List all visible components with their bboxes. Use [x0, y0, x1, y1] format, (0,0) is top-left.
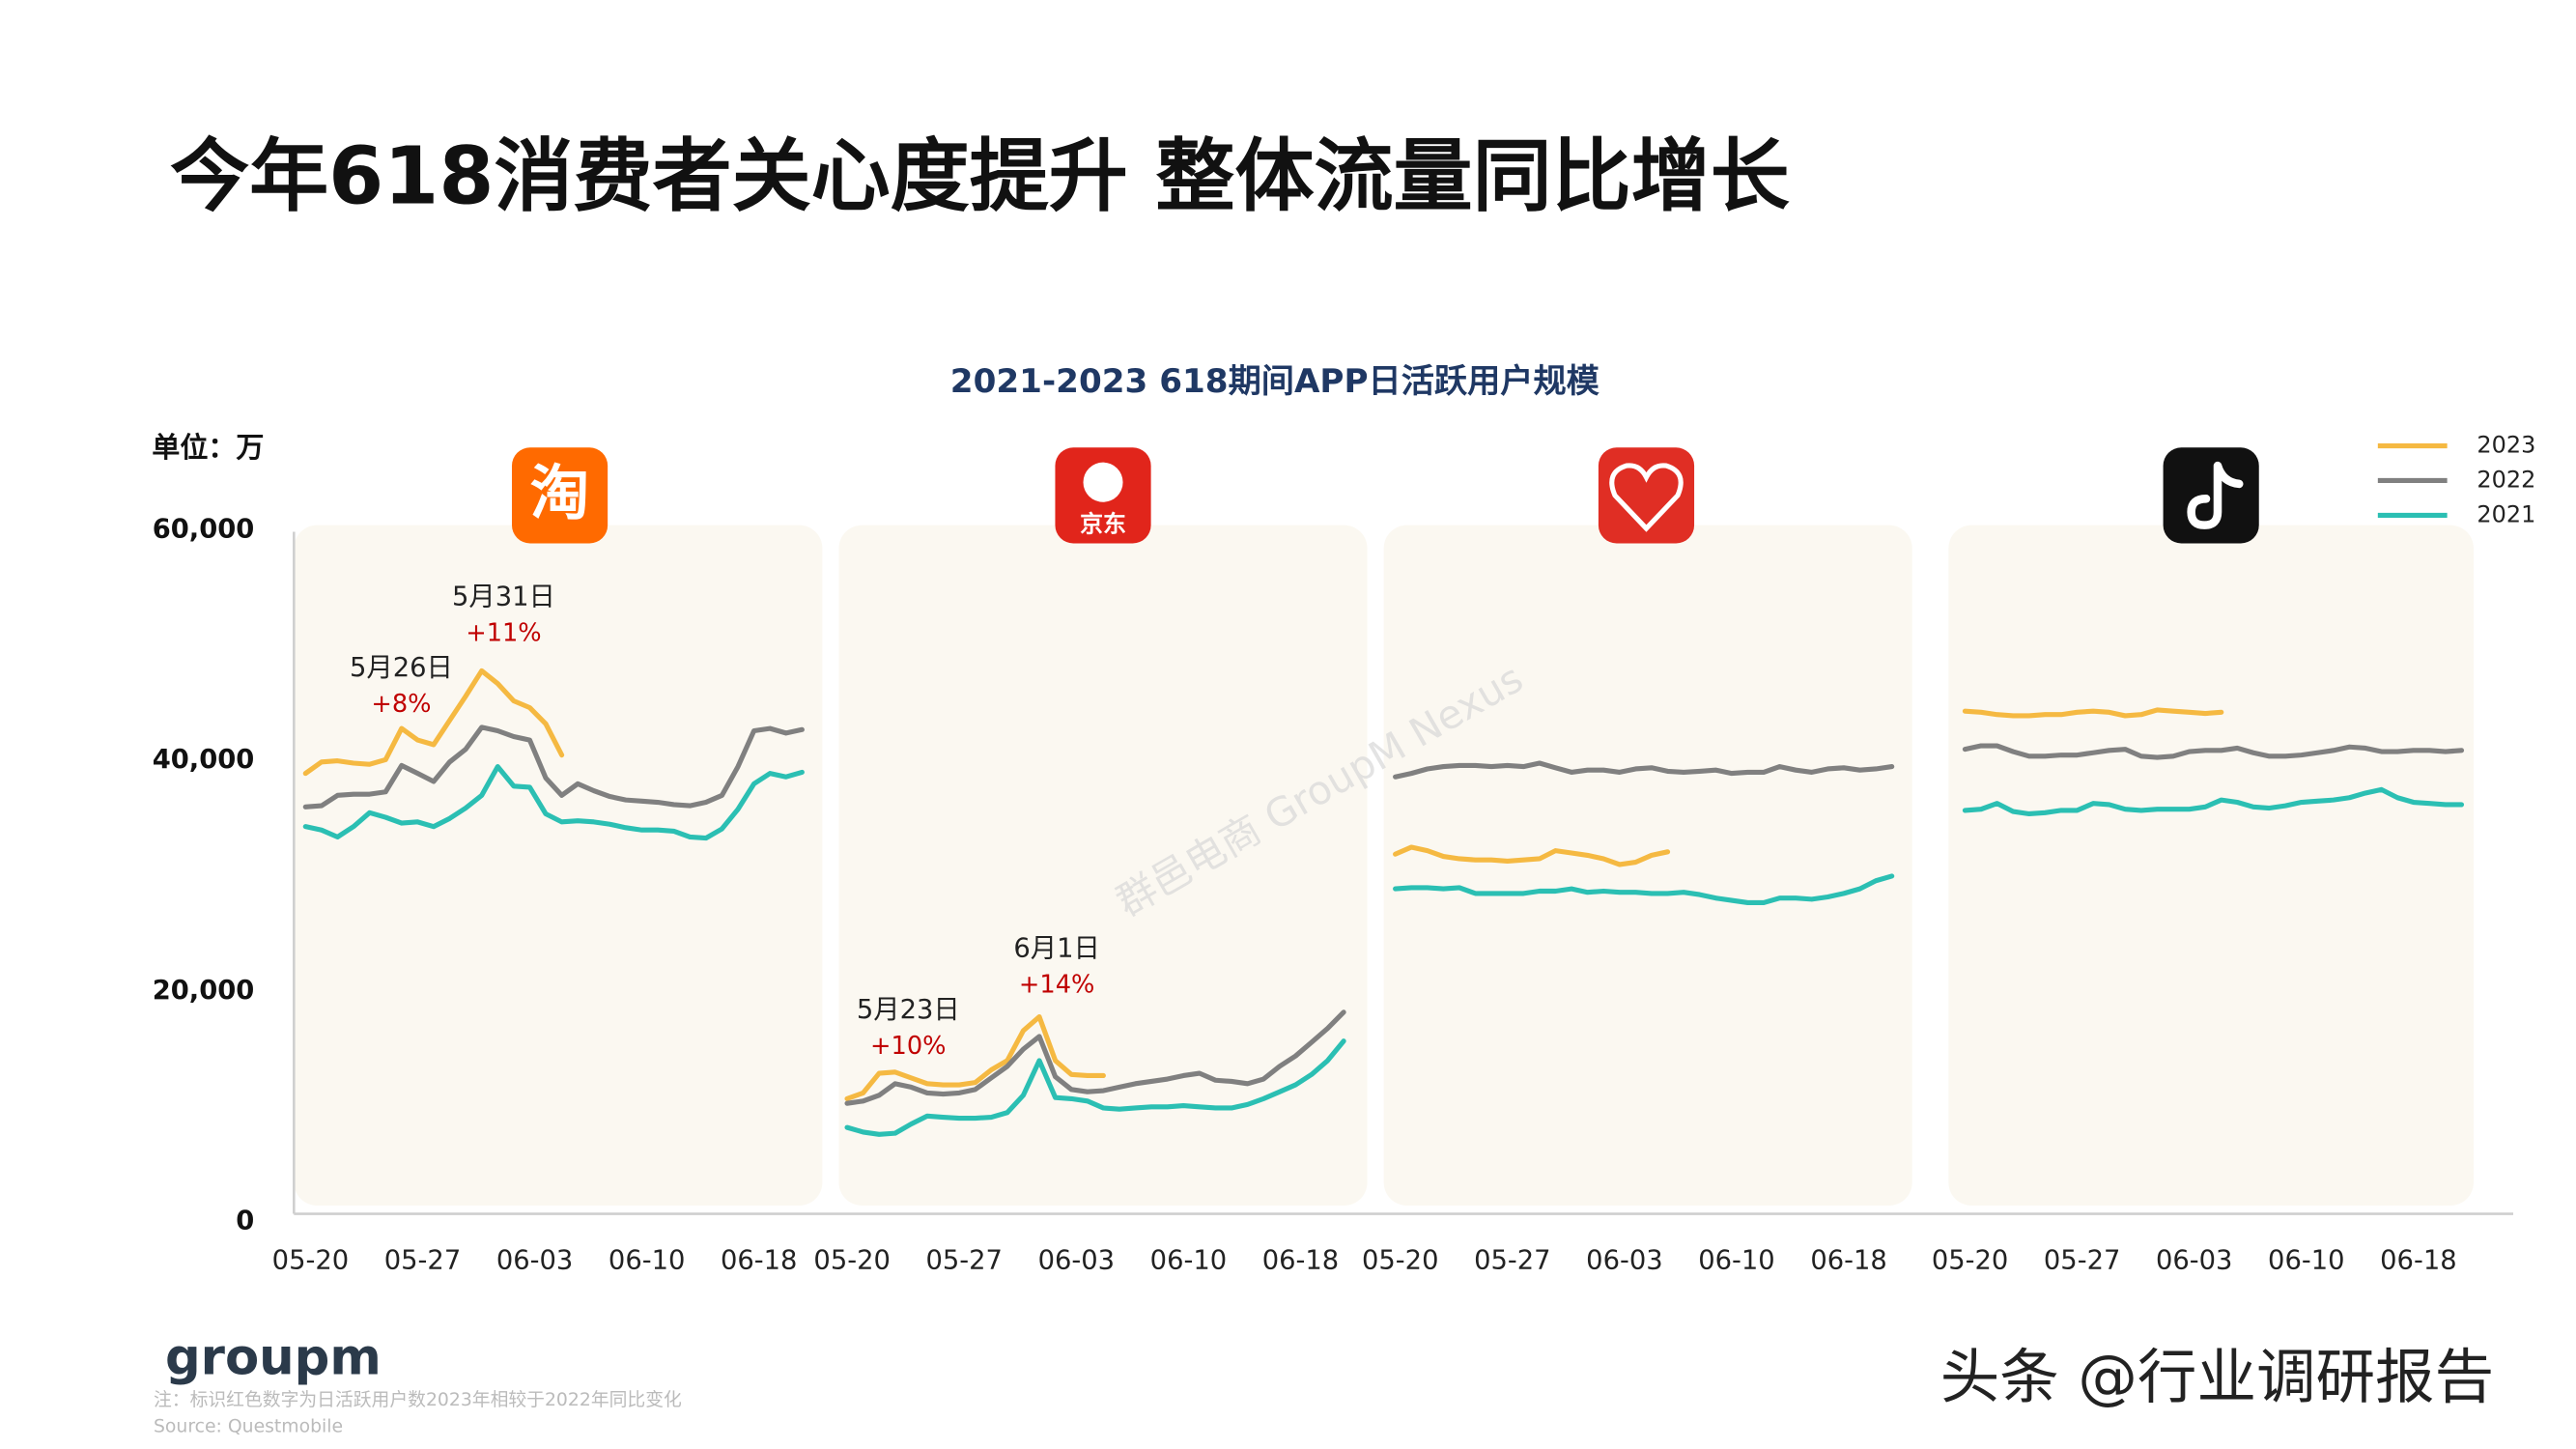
y-tick-label: 20,000 [153, 976, 255, 1006]
x-tick-label: 05-27 [384, 1246, 461, 1276]
panel-bg [1948, 525, 2474, 1207]
watermark: 头条 @行业调研报告 [1940, 1342, 2494, 1411]
icon-shape [1083, 462, 1123, 502]
x-tick-label: 06-10 [1698, 1246, 1774, 1276]
icon-text: 淘 [530, 459, 590, 528]
annotation-change: +11% [466, 618, 541, 647]
footnote: 注：标识红色数字为日活跃用户数2023年相较于2022年同比变化 [154, 1389, 682, 1410]
y-tick-label: 40,000 [153, 745, 255, 775]
y-tick-label: 60,000 [153, 514, 255, 544]
x-tick-label: 05-20 [1362, 1246, 1438, 1276]
x-tick-label: 05-20 [272, 1246, 349, 1276]
page-title: 今年618消费者关心度提升 整体流量同比增长 [170, 131, 1790, 223]
icon-shape [2187, 461, 2244, 529]
icon-bg [2163, 447, 2259, 544]
chart-subtitle: 2021-2023 618期间APP日活跃用户规模 [950, 362, 1600, 401]
legend-label: 2021 [2477, 500, 2535, 527]
x-tick-label: 05-27 [1474, 1246, 1550, 1276]
icon-bg [1598, 447, 1695, 544]
annotation-date: 5月26日 [350, 653, 453, 683]
panel-bg [838, 525, 1368, 1207]
x-tick-label: 06-18 [1262, 1246, 1339, 1276]
annotation-change: +8% [371, 690, 431, 719]
logo: groupm [165, 1329, 382, 1387]
x-tick-label: 05-27 [2044, 1246, 2120, 1276]
annotation-date: 5月23日 [857, 995, 960, 1025]
taobao-icon: 淘 [511, 447, 609, 544]
x-tick-label: 06-03 [1038, 1246, 1115, 1276]
series-line [1962, 743, 2465, 760]
icon-text: 京东 [1080, 511, 1126, 538]
x-tick-label: 06-10 [2268, 1246, 2344, 1276]
series-line [844, 1038, 1346, 1137]
pdd-icon [1598, 447, 1695, 544]
series-line [302, 764, 805, 841]
icon-shape [1609, 463, 1684, 532]
x-tick-label: 05-20 [1932, 1246, 2008, 1276]
x-tick-label: 05-20 [813, 1246, 890, 1276]
panel-backgrounds [294, 525, 2474, 1207]
series-line [1962, 786, 2465, 817]
series-line [1393, 844, 1671, 867]
source: Source: Questmobile [154, 1417, 343, 1437]
series-line [844, 1014, 1106, 1101]
legend-label: 2023 [2477, 432, 2535, 459]
series-line [1962, 707, 2224, 719]
series-line [302, 668, 565, 777]
icon-bg [511, 447, 609, 544]
series-line [844, 1009, 1346, 1106]
x-tick-label: 06-10 [1150, 1246, 1227, 1276]
panel-bg [294, 525, 823, 1207]
series-line [302, 724, 805, 810]
series-line [1393, 760, 1895, 780]
annotation-change: +14% [1019, 971, 1094, 1000]
legend-label: 2022 [2477, 466, 2535, 493]
annotation-date: 6月1日 [1013, 934, 1099, 964]
x-tick-label: 06-18 [1810, 1246, 1886, 1276]
annotation-date: 5月31日 [452, 582, 555, 611]
x-tick-label: 05-27 [926, 1246, 1003, 1276]
x-tick-label: 06-03 [1586, 1246, 1662, 1276]
x-tick-label: 06-03 [2156, 1246, 2232, 1276]
panel-bg [1383, 525, 1912, 1207]
jd-icon: 京东 [1055, 447, 1151, 544]
x-tick-label: 06-10 [609, 1246, 685, 1276]
x-tick-label: 06-03 [496, 1246, 573, 1276]
x-tick-label: 06-18 [2380, 1246, 2456, 1276]
x-tick-label: 06-18 [721, 1246, 797, 1276]
series-line [1393, 873, 1895, 906]
annotation-change: +10% [870, 1032, 946, 1061]
douyin-icon [2163, 447, 2259, 544]
y-axis-unit: 单位：万 [152, 431, 264, 464]
y-tick-label: 0 [236, 1207, 254, 1236]
